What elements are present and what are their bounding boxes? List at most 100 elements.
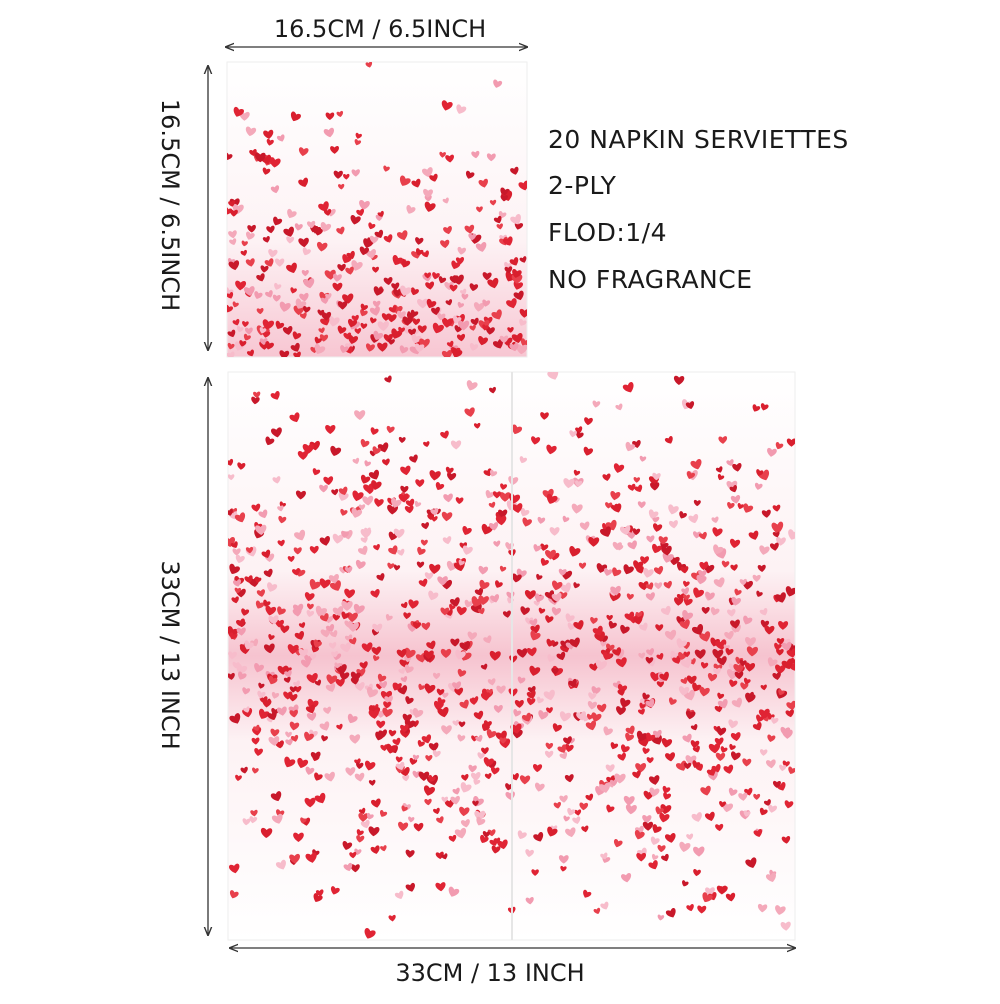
heart [780,921,791,931]
heart [635,611,643,618]
heart [236,627,246,636]
heart [251,503,261,512]
heart [652,472,661,481]
heart [545,615,554,623]
heart [638,708,645,715]
heart [633,560,644,570]
heart [425,281,435,290]
heart [354,772,365,782]
heart [712,527,723,537]
heart [385,614,393,621]
heart [396,230,408,241]
heart [724,630,734,640]
heart [228,260,240,271]
heart [368,709,379,719]
heart [257,690,266,699]
heart [720,746,728,753]
heart [617,752,626,761]
heart [754,482,763,490]
heart [271,427,282,438]
heart [563,478,575,489]
heart [341,530,349,538]
heart [413,822,424,832]
heart [360,819,370,829]
heart [773,780,781,788]
heart [731,697,742,708]
heart [231,596,239,604]
heart [427,513,435,521]
heart [612,541,622,551]
heart [682,610,694,621]
heart [328,642,337,649]
heart [646,535,655,543]
heart [464,407,475,417]
heart [592,400,601,408]
heart [240,766,248,774]
heart [597,703,607,713]
heart [490,469,498,477]
heart [319,578,331,589]
heart [683,651,691,658]
heart [520,507,530,517]
heart [332,606,344,616]
heart [538,607,546,614]
heart [416,248,424,256]
heart [405,696,414,705]
heart [657,914,665,921]
heart [572,816,581,824]
heart [781,835,791,844]
heart [462,526,472,535]
heart [745,857,757,869]
heart [538,710,549,720]
heart [449,284,458,292]
heart [489,650,501,661]
heart [440,430,449,439]
heart [544,750,554,759]
heart [645,698,655,708]
heart [473,710,484,720]
heart [412,621,422,629]
heart [405,882,415,892]
heart [673,375,685,385]
heart [478,178,488,188]
heart [256,307,264,315]
heart [302,443,314,454]
heart [585,793,594,801]
heart [732,463,742,472]
heart [679,841,691,852]
heart [531,436,541,445]
heart [232,579,241,587]
heart [370,317,377,324]
heart [656,653,664,660]
heart [293,351,301,357]
heart [412,708,424,718]
heart [662,785,671,794]
heart [477,752,485,760]
heart [232,661,240,669]
heart [298,622,306,629]
heart [314,336,322,344]
heart [650,836,660,845]
heart [775,442,784,450]
heart [560,582,571,593]
heart [639,455,647,462]
heart [441,853,448,860]
heart [547,372,559,380]
heart [415,237,424,245]
heart [423,650,434,660]
heart [249,816,258,824]
heart [275,320,285,330]
heart [791,657,795,664]
heart [309,579,321,590]
heart [767,657,778,667]
heart [412,770,421,779]
heart [718,436,728,444]
heart [763,799,771,806]
heart [398,493,409,503]
heart [285,731,292,738]
heart [433,807,440,815]
heart [259,696,268,704]
feature-text: NO FRAGRANCE [548,265,753,294]
heart [398,667,405,674]
heart [330,445,342,457]
